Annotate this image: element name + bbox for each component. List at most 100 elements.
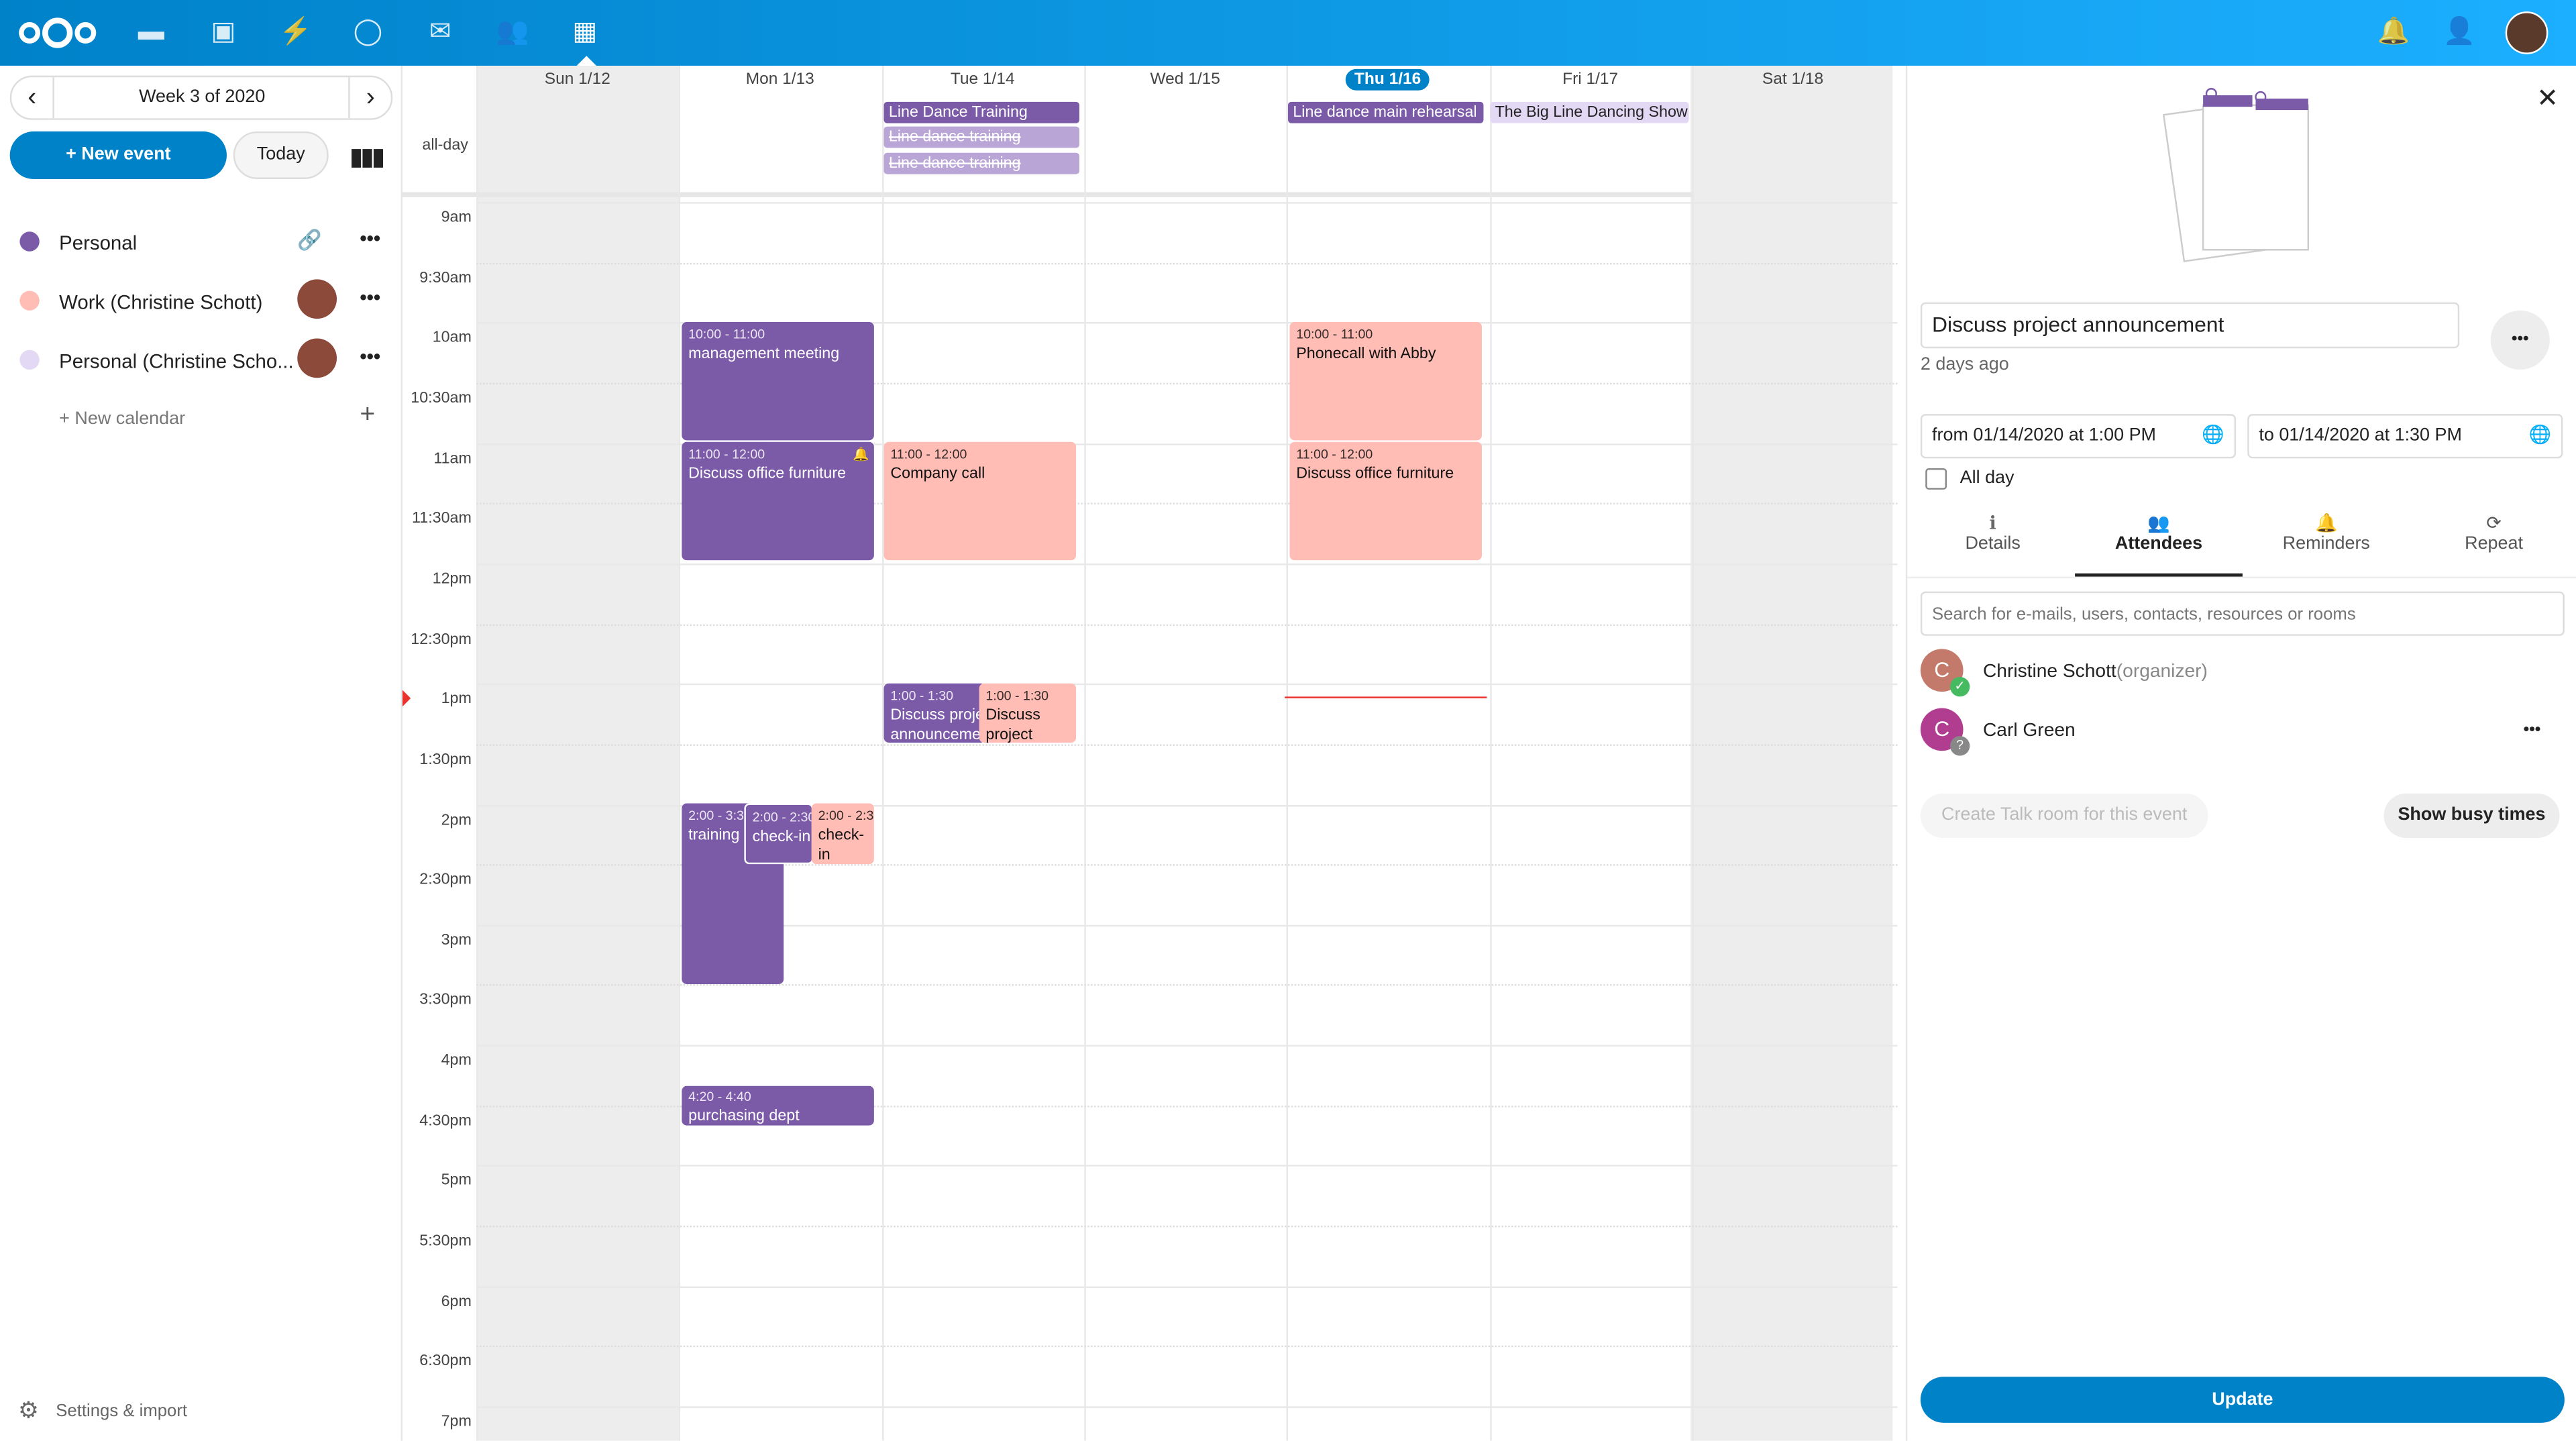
- talk-icon[interactable]: ◯: [353, 17, 383, 46]
- close-icon[interactable]: ✕: [2536, 85, 2559, 113]
- time-gridline: [476, 1045, 1898, 1047]
- reminder-bell-icon: 🔔: [853, 447, 869, 462]
- show-busy-times-button[interactable]: Show busy times: [2383, 793, 2560, 838]
- today-button[interactable]: Today: [233, 131, 329, 179]
- files-icon[interactable]: ▬: [138, 17, 164, 46]
- event-title-input[interactable]: Discuss project announcement: [1920, 302, 2460, 349]
- time-label: 10am: [432, 329, 472, 348]
- time-gridline: [476, 202, 1898, 204]
- current-time-indicator: [1285, 696, 1487, 698]
- attendee-name: Christine Schott(organizer): [1982, 661, 2208, 682]
- mail-icon[interactable]: ✉: [429, 17, 451, 46]
- time-gridline: [476, 382, 1898, 384]
- day-column-divider: [1084, 65, 1086, 1441]
- settings-import-link[interactable]: Settings & import: [56, 1401, 188, 1422]
- day-header[interactable]: Wed 1/15: [1150, 70, 1220, 89]
- week-label[interactable]: Week 3 of 2020: [139, 87, 266, 107]
- time-label: 9:30am: [419, 268, 472, 287]
- day-header[interactable]: Sun 1/12: [544, 70, 610, 89]
- user-avatar[interactable]: [2505, 11, 2548, 54]
- view-toggle-icon[interactable]: ▮▮▮: [350, 143, 385, 170]
- owner-avatar: [297, 338, 337, 378]
- tab-repeat[interactable]: ⟳ Repeat: [2410, 513, 2576, 554]
- nextcloud-logo[interactable]: [16, 16, 98, 49]
- event[interactable]: 4:20 - 4:40 purchasing dept: [682, 1085, 874, 1126]
- calendar-item-personal[interactable]: Personal 🔗 •••: [0, 212, 402, 271]
- contacts-menu-icon[interactable]: 👤: [2443, 17, 2476, 46]
- allday-event[interactable]: The Big Line Dancing Show: [1490, 101, 1689, 123]
- owner-avatar: [297, 279, 337, 319]
- allday-divider: [402, 192, 1693, 197]
- time-label: 7pm: [441, 1413, 472, 1432]
- all-day-label[interactable]: All day: [1960, 468, 2015, 488]
- event[interactable]: 1:00 - 1:30 Discuss project: [979, 683, 1077, 743]
- event[interactable]: 10:00 - 11:00 Phonecall with Abby: [1289, 322, 1482, 441]
- more-icon[interactable]: •••: [360, 226, 381, 250]
- day-header[interactable]: Thu 1/16: [1287, 66, 1489, 95]
- time-gridline: [476, 443, 1898, 445]
- day-header[interactable]: Sat 1/18: [1762, 70, 1824, 89]
- calendar-item-work[interactable]: Work (Christine Schott) •••: [0, 271, 402, 330]
- time-gridline: [476, 744, 1898, 746]
- unknown-status-icon: ?: [1949, 736, 1970, 756]
- end-datetime-input[interactable]: to 01/14/2020 at 1:30 PM 🌐: [2247, 414, 2563, 459]
- activity-icon[interactable]: ⚡: [279, 17, 313, 46]
- photos-icon[interactable]: ▣: [211, 17, 236, 46]
- calendar-color-dot: [19, 290, 40, 311]
- more-icon[interactable]: •••: [360, 286, 381, 309]
- start-datetime-input[interactable]: from 01/14/2020 at 1:00 PM 🌐: [1920, 414, 2237, 459]
- event[interactable]: 11:00 - 12:00 Company call: [883, 441, 1077, 561]
- timezone-globe-icon[interactable]: 🌐: [2528, 425, 2552, 445]
- attendee-search-input[interactable]: [1920, 591, 2565, 636]
- more-actions-button[interactable]: •••: [2490, 310, 2550, 370]
- previous-week-button[interactable]: ‹: [11, 77, 54, 119]
- contacts-icon[interactable]: 👥: [496, 17, 529, 46]
- attendees-icon: 👥: [2147, 514, 2170, 534]
- settings-icon[interactable]: ⚙: [17, 1396, 39, 1423]
- allday-event[interactable]: Line Dance Training: [883, 101, 1079, 123]
- timezone-globe-icon[interactable]: 🌐: [2202, 425, 2224, 445]
- day-column-divider: [1691, 65, 1694, 1441]
- calendar-name: Personal (Christine Scho...: [59, 350, 294, 373]
- calendar-icon[interactable]: ▦: [572, 17, 598, 46]
- attendee-more-icon[interactable]: •••: [2523, 721, 2541, 740]
- event-selected[interactable]: 1:00 - 1:30 Discuss project announcement: [883, 683, 986, 743]
- create-talk-room-button[interactable]: Create Talk room for this event: [1920, 793, 2208, 838]
- share-link-icon[interactable]: 🔗: [297, 228, 322, 252]
- next-week-button[interactable]: ›: [348, 77, 391, 119]
- attendee-name: Carl Green: [1982, 721, 2076, 741]
- time-label: 6pm: [441, 1292, 472, 1311]
- event[interactable]: 11:00 - 12:00 Discuss office furniture: [1289, 441, 1482, 561]
- day-column-divider: [1287, 65, 1289, 1441]
- new-event-button[interactable]: + New event: [9, 131, 227, 179]
- day-header[interactable]: Tue 1/14: [950, 70, 1015, 89]
- time-label: 11am: [433, 449, 472, 468]
- calendar-color-dot: [19, 350, 40, 370]
- weekend-shade: [476, 65, 679, 1441]
- time-label: 9am: [441, 209, 472, 227]
- event[interactable]: 11:00 - 12:00 Discuss office furniture 🔔: [682, 441, 874, 561]
- all-day-checkbox[interactable]: [1925, 468, 1947, 490]
- tab-reminders[interactable]: 🔔 Reminders: [2243, 513, 2410, 554]
- time-label: 4pm: [441, 1051, 472, 1070]
- add-icon[interactable]: +: [360, 401, 376, 429]
- info-icon: ℹ: [1989, 514, 1996, 534]
- time-gridline: [476, 804, 1898, 806]
- allday-event[interactable]: Line dance main rehearsal: [1288, 101, 1484, 123]
- event[interactable]: 10:00 - 11:00 management meeting: [682, 322, 874, 441]
- time-gridline: [476, 1105, 1898, 1108]
- calendar-item-personal-shared[interactable]: Personal (Christine Scho... •••: [0, 330, 402, 389]
- allday-event[interactable]: Line dance training: [883, 126, 1079, 148]
- notifications-icon[interactable]: 🔔: [2377, 17, 2410, 46]
- allday-event[interactable]: Line dance training: [883, 152, 1079, 174]
- more-icon[interactable]: •••: [360, 345, 381, 368]
- time-label: 11:30am: [412, 509, 472, 528]
- new-calendar-button[interactable]: + New calendar: [59, 409, 186, 429]
- day-header[interactable]: Mon 1/13: [745, 70, 814, 89]
- update-button[interactable]: Update: [1920, 1377, 2565, 1423]
- tab-attendees[interactable]: 👥 Attendees: [2075, 513, 2243, 577]
- tab-details[interactable]: ℹ Details: [1909, 513, 2077, 554]
- day-header[interactable]: Fri 1/17: [1562, 70, 1619, 89]
